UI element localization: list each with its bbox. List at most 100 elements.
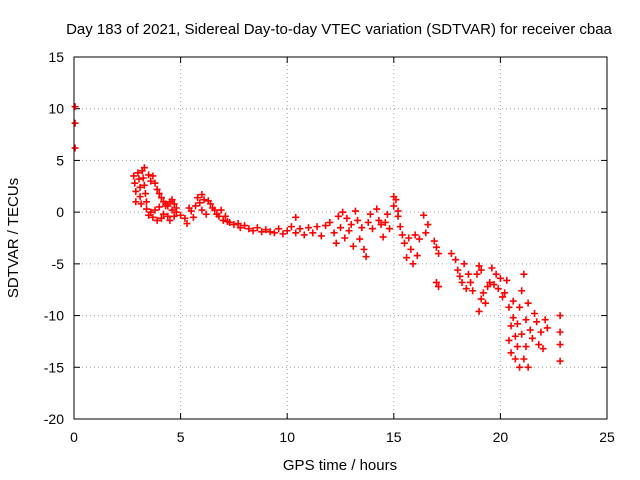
data-point xyxy=(458,278,466,286)
data-point xyxy=(464,270,472,278)
data-point xyxy=(501,289,509,297)
x-tick-label: 25 xyxy=(599,429,615,445)
data-point xyxy=(136,193,144,201)
grid xyxy=(74,57,607,419)
data-point xyxy=(198,206,206,214)
chart-title: Day 183 of 2021, Sidereal Day-to-day VTE… xyxy=(66,21,612,38)
data-point xyxy=(170,212,178,220)
data-point xyxy=(313,223,321,231)
data-point xyxy=(452,256,460,264)
data-point xyxy=(136,183,144,191)
data-point xyxy=(149,213,157,221)
data-point xyxy=(332,239,340,247)
data-point xyxy=(475,307,483,315)
y-tick-label: -15 xyxy=(44,359,64,375)
data-point xyxy=(71,144,79,152)
data-point xyxy=(142,198,150,206)
data-point xyxy=(505,336,513,344)
data-point xyxy=(477,266,485,274)
data-point xyxy=(153,216,161,224)
data-point xyxy=(168,196,176,204)
y-tick-label: 5 xyxy=(56,152,64,168)
data-point xyxy=(168,206,176,214)
data-point xyxy=(373,205,381,213)
data-point xyxy=(217,206,225,214)
data-point xyxy=(157,214,165,222)
data-point xyxy=(151,179,159,187)
data-point xyxy=(279,230,287,238)
data-point xyxy=(187,207,195,215)
data-point xyxy=(309,229,317,237)
data-point xyxy=(556,341,564,349)
data-point xyxy=(477,295,485,303)
data-point xyxy=(253,224,261,232)
data-point xyxy=(526,326,534,334)
axis-ticks: 0 5 10 15 20 25 15 10 5 0 -5 -10 -15 -20 xyxy=(44,49,615,445)
data-point xyxy=(160,210,168,218)
data-point xyxy=(524,299,532,307)
data-point xyxy=(270,229,278,237)
data-point xyxy=(151,206,159,214)
data-point xyxy=(513,320,521,328)
data-point xyxy=(300,231,308,239)
data-point xyxy=(134,169,142,177)
data-point xyxy=(198,191,206,199)
data-point xyxy=(556,328,564,336)
data-point xyxy=(135,175,143,183)
data-point xyxy=(499,293,507,301)
data-point xyxy=(447,250,455,258)
data-point xyxy=(317,232,325,240)
data-point xyxy=(362,253,370,261)
data-point xyxy=(407,245,415,253)
data-point xyxy=(422,229,430,237)
data-point xyxy=(234,220,242,228)
data-point xyxy=(189,213,197,221)
data-point xyxy=(377,221,385,229)
data-point xyxy=(511,332,519,340)
data-point xyxy=(194,194,202,202)
data-point xyxy=(287,223,295,231)
data-point xyxy=(400,239,408,247)
data-point xyxy=(183,220,191,228)
data-point xyxy=(155,203,163,211)
data-point xyxy=(390,202,398,210)
data-point xyxy=(322,222,330,230)
data-point xyxy=(413,252,421,260)
data-point xyxy=(226,218,234,226)
data-point xyxy=(347,221,355,229)
data-point xyxy=(157,194,165,202)
data-point xyxy=(131,179,139,187)
data-point xyxy=(435,283,443,291)
data-point xyxy=(215,212,223,220)
data-point xyxy=(479,289,487,297)
data-point xyxy=(475,262,483,270)
data-point xyxy=(140,181,148,189)
data-point xyxy=(360,245,368,253)
data-point xyxy=(132,187,140,195)
data-point xyxy=(541,316,549,324)
y-tick-label: -10 xyxy=(44,308,64,324)
y-tick-label: -20 xyxy=(44,411,64,427)
data-point xyxy=(420,211,428,219)
data-point xyxy=(219,216,227,224)
data-point xyxy=(292,229,300,237)
data-point xyxy=(381,218,389,226)
data-point xyxy=(518,287,526,295)
data-point xyxy=(275,225,283,233)
data-point xyxy=(386,225,394,233)
data-point xyxy=(166,216,174,224)
data-point xyxy=(503,276,511,284)
x-tick-label: 0 xyxy=(70,429,78,445)
data-point xyxy=(305,224,313,232)
data-point xyxy=(181,214,189,222)
data-point xyxy=(415,235,423,243)
data-point xyxy=(368,225,376,233)
data-point xyxy=(383,210,391,218)
data-point xyxy=(488,264,496,272)
data-point xyxy=(142,205,150,213)
data-point xyxy=(145,171,153,179)
data-point xyxy=(137,200,145,208)
data-point xyxy=(467,278,475,286)
data-point xyxy=(192,202,200,210)
data-point xyxy=(140,164,148,172)
